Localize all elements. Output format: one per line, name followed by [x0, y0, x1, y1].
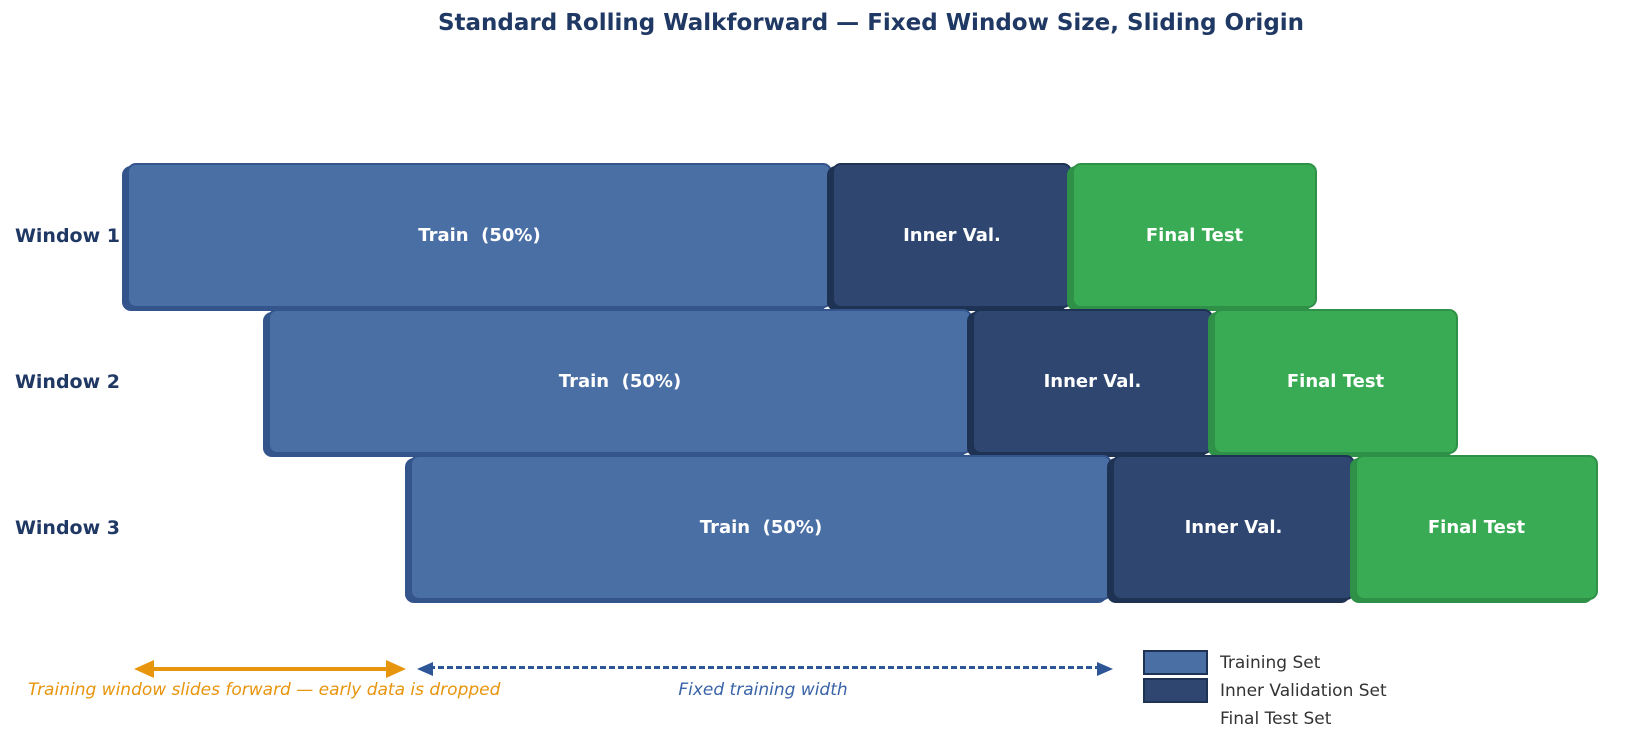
window-row: Window 3 Train (50%) Inner Val. Final Te…: [0, 455, 1652, 600]
train-segment-label: Train (50%): [699, 517, 823, 538]
arrow-line: [148, 667, 392, 671]
window-row: Window 2 Train (50%) Inner Val. Final Te…: [0, 309, 1652, 454]
arrow-left-head-icon: [417, 662, 433, 676]
inner-val-segment: Inner Val.: [832, 163, 1072, 308]
arrow-right-head-icon: [386, 660, 406, 678]
window-label: Window 2: [14, 370, 120, 393]
window-row: Window 1 Train (50%) Inner Val. Final Te…: [0, 163, 1652, 308]
arrow-left-head-icon: [134, 660, 154, 678]
final-test-segment: Final Test: [1213, 309, 1458, 454]
window-label: Window 3: [14, 516, 120, 539]
sliding-origin-arrow: [134, 660, 406, 678]
arrow-right-head-icon: [1097, 662, 1113, 676]
legend-swatch: [1143, 650, 1208, 675]
legend-item: Final Test Set: [1143, 706, 1387, 731]
legend-item: Training Set: [1143, 650, 1387, 675]
legend: Training Set Inner Validation Set Final …: [1143, 650, 1387, 734]
inner-val-segment-label: Inner Val.: [903, 225, 1001, 246]
train-segment: Train (50%): [268, 309, 972, 454]
fixed-width-arrow: [417, 662, 1113, 676]
fixed-width-annotation: Fixed training width: [678, 680, 848, 700]
train-segment-label: Train (50%): [558, 371, 682, 392]
diagram-title: Standard Rolling Walkforward — Fixed Win…: [437, 10, 1305, 36]
legend-item-label: Inner Validation Set: [1220, 680, 1387, 701]
inner-val-segment-label: Inner Val.: [1043, 371, 1142, 392]
final-test-segment: Final Test: [1355, 455, 1598, 600]
final-test-segment: Final Test: [1072, 163, 1317, 308]
legend-swatch: [1143, 678, 1208, 703]
train-segment-label: Train (50%): [418, 225, 541, 246]
inner-val-segment: Inner Val.: [1112, 455, 1355, 600]
legend-item-label: Training Set: [1220, 652, 1321, 673]
dashed-arrow-line: [429, 666, 1101, 669]
final-test-segment-label: Final Test: [1145, 225, 1244, 246]
legend-item: Inner Validation Set: [1143, 678, 1387, 703]
window-label: Window 1: [14, 224, 120, 247]
train-segment: Train (50%): [127, 163, 832, 308]
legend-item-label: Final Test Set: [1220, 708, 1332, 729]
sliding-origin-annotation: Training window slides forward — early d…: [28, 680, 501, 700]
train-segment: Train (50%): [410, 455, 1112, 600]
final-test-segment-label: Final Test: [1427, 517, 1526, 538]
inner-val-segment-label: Inner Val.: [1184, 517, 1283, 538]
final-test-segment-label: Final Test: [1286, 371, 1385, 392]
inner-val-segment: Inner Val.: [972, 309, 1213, 454]
